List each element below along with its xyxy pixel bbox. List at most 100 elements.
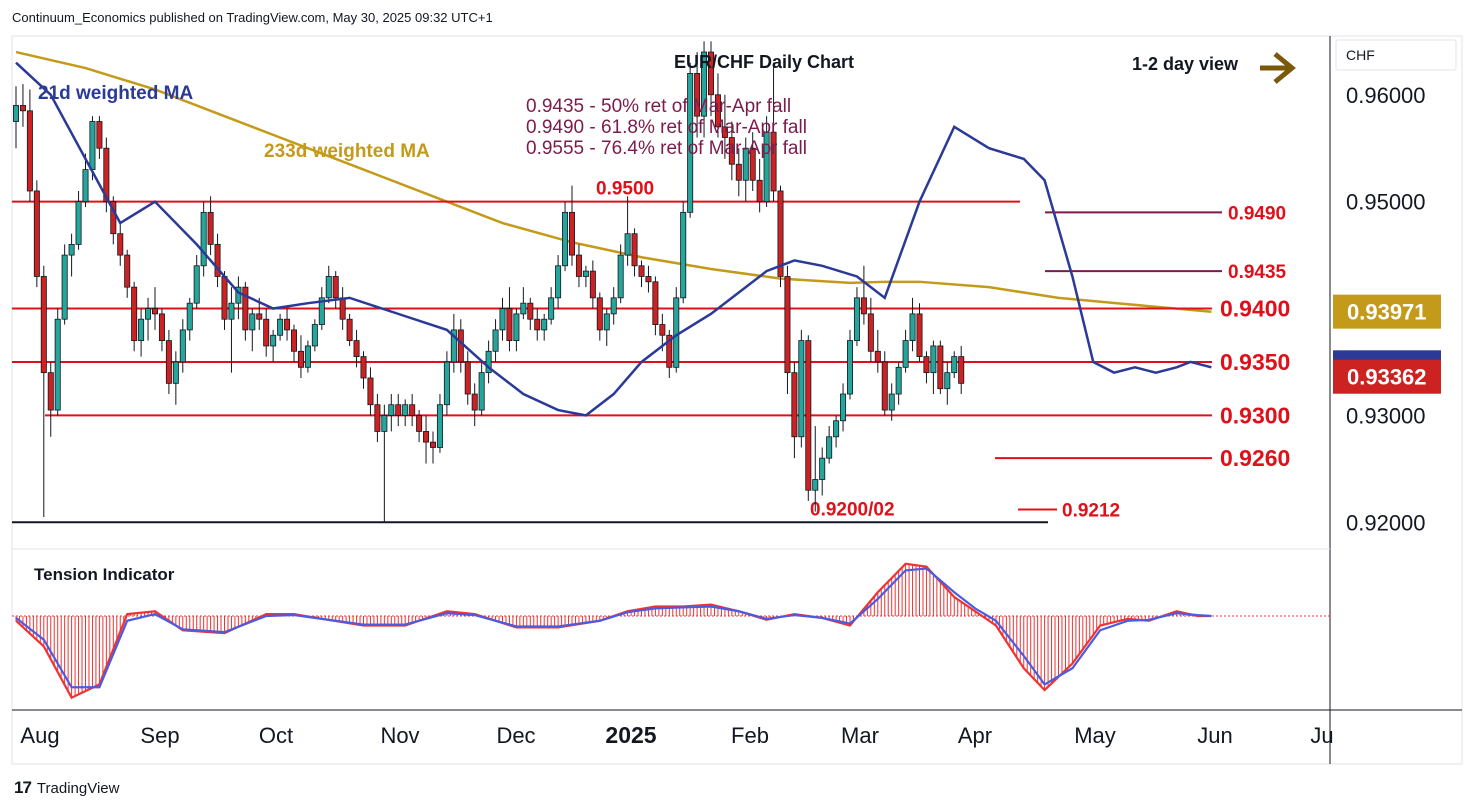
candle-down xyxy=(784,276,791,374)
candle-up xyxy=(325,276,332,299)
candle-up xyxy=(840,393,847,422)
candle-up xyxy=(82,169,89,203)
candle-down xyxy=(749,147,756,181)
publisher-header: Continuum_Economics published on Trading… xyxy=(12,10,493,25)
candle-down xyxy=(638,265,645,277)
candle-down xyxy=(770,131,777,192)
candle-up xyxy=(12,105,19,122)
candle-down xyxy=(332,276,339,299)
level-label-9500: 0.9500 xyxy=(596,179,654,200)
candle-up xyxy=(513,313,520,341)
x-tick-label: Aug xyxy=(20,723,59,748)
candle-down xyxy=(645,276,652,283)
candle-down xyxy=(867,313,874,352)
candle-up xyxy=(450,329,457,363)
candle-up xyxy=(54,318,61,411)
price-badge-label: 0.93971 xyxy=(1347,300,1427,325)
candle-down xyxy=(207,211,214,245)
tension-slow-line xyxy=(15,567,1212,689)
x-tick-label: Dec xyxy=(496,723,535,748)
candle-up xyxy=(436,404,443,448)
candle-down xyxy=(756,179,763,203)
candle-up xyxy=(186,302,193,331)
candle-up xyxy=(388,404,395,416)
candle-down xyxy=(596,297,603,331)
candle-down xyxy=(735,163,742,181)
candle-down xyxy=(256,313,263,320)
candle-up xyxy=(443,361,450,406)
candle-up xyxy=(902,340,909,368)
candle-up xyxy=(492,329,499,352)
candle-down xyxy=(151,308,158,315)
candle-down xyxy=(923,356,930,374)
candle-down xyxy=(527,302,534,320)
candle-up xyxy=(895,366,902,395)
x-tick-label: Feb xyxy=(731,723,769,748)
candle-up xyxy=(701,51,708,117)
candle-up xyxy=(826,436,833,459)
x-tick-label: Ju xyxy=(1310,723,1333,748)
x-tick-label: Jun xyxy=(1197,723,1232,748)
candle-down xyxy=(534,318,541,331)
level-label-9200: 0.9200/02 xyxy=(810,499,895,520)
candle-down xyxy=(860,297,867,315)
level-label-2: 0.9300 xyxy=(1220,402,1290,428)
ma233-line xyxy=(15,50,1212,313)
candle-up xyxy=(555,265,562,299)
candle-down xyxy=(124,254,131,288)
candle-down xyxy=(881,361,888,411)
y-tick-label: 0.92000 xyxy=(1346,510,1426,535)
candle-down xyxy=(471,393,478,411)
level-label-0: 0.9400 xyxy=(1220,296,1290,322)
candle-down xyxy=(874,350,881,363)
candle-down xyxy=(110,201,117,235)
candle-down xyxy=(360,356,367,379)
candle-down xyxy=(40,276,47,374)
x-tick-label: Sep xyxy=(140,723,179,748)
candle-down xyxy=(589,270,596,299)
y-tick-label: 0.95000 xyxy=(1346,190,1426,215)
candle-up xyxy=(228,302,235,320)
candle-up xyxy=(798,340,805,438)
y-tick-label: 0.96000 xyxy=(1346,83,1426,108)
level-label-9212: 0.9212 xyxy=(1062,500,1120,521)
fib-label-0: 0.9490 xyxy=(1228,203,1286,224)
candle-down xyxy=(346,318,353,341)
ma21-line xyxy=(15,61,1212,417)
candle-down xyxy=(958,356,965,384)
candle-down xyxy=(916,313,923,358)
level-label-3: 0.9260 xyxy=(1220,445,1290,471)
view-label: 1-2 day view xyxy=(1132,54,1239,74)
candle-up xyxy=(277,318,284,336)
candle-up xyxy=(172,361,179,384)
price-badge-0 xyxy=(1333,294,1441,329)
candle-up xyxy=(951,356,958,374)
candle-down xyxy=(339,297,346,320)
candle-down xyxy=(659,324,666,336)
candle-up xyxy=(673,297,680,368)
candle-up xyxy=(61,254,68,320)
candle-up xyxy=(582,270,589,277)
candle-down xyxy=(464,361,471,395)
candle-up xyxy=(235,286,242,304)
candle-up xyxy=(853,297,860,341)
main-pane-border xyxy=(11,35,1463,765)
candle-down xyxy=(777,190,784,277)
candle-up xyxy=(381,415,388,432)
candle-up xyxy=(603,313,610,331)
candle-down xyxy=(416,415,423,432)
candle-up xyxy=(680,211,687,299)
x-tick-label: Nov xyxy=(380,723,419,748)
candle-up xyxy=(944,372,951,390)
y-tick-label: 0.93000 xyxy=(1346,403,1426,428)
candle-up xyxy=(193,265,200,304)
candle-down xyxy=(214,244,221,277)
candle-down xyxy=(221,276,228,320)
candle-up xyxy=(138,318,145,341)
candle-down xyxy=(791,372,798,438)
candle-up xyxy=(909,313,916,341)
footer-brand[interactable]: 17 TradingView xyxy=(14,778,119,798)
candle-up xyxy=(742,147,749,181)
currency-box[interactable] xyxy=(1335,39,1457,71)
